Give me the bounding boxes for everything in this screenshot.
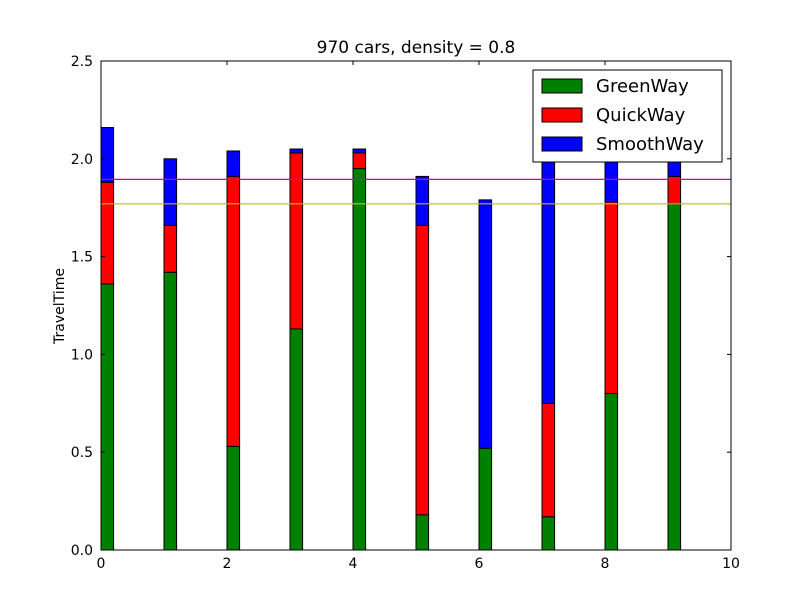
bar-smoothway-6 bbox=[478, 199, 493, 449]
y-tick-label-5: 2.5 bbox=[71, 54, 93, 70]
bar-quickway-9 bbox=[667, 175, 682, 205]
bar-smoothway-7 bbox=[541, 128, 556, 404]
bar-quickway-0 bbox=[100, 181, 115, 285]
y-axis-label: TravelTime bbox=[52, 268, 68, 345]
x-tick-label-2: 4 bbox=[349, 556, 358, 572]
bar-quickway-1 bbox=[163, 224, 178, 273]
chart-title: 970 cars, density = 0.8 bbox=[317, 38, 516, 58]
bar-smoothway-5 bbox=[415, 175, 430, 226]
bar-quickway-5 bbox=[415, 224, 430, 516]
bar-greenway-5 bbox=[415, 514, 430, 551]
bar-greenway-1 bbox=[163, 271, 178, 551]
x-tick-label-1: 2 bbox=[223, 556, 232, 572]
y-tick-label-0: 0.0 bbox=[71, 543, 93, 559]
bar-smoothway-2 bbox=[226, 150, 241, 177]
legend-label-smoothway: SmoothWay bbox=[596, 134, 704, 155]
legend-label-greenway: GreenWay bbox=[596, 76, 689, 97]
legend-label-quickway: QuickWay bbox=[596, 105, 686, 126]
bar-smoothway-3 bbox=[289, 148, 304, 154]
x-tick-label-3: 6 bbox=[475, 556, 484, 572]
bar-greenway-0 bbox=[100, 283, 115, 551]
bar-greenway-4 bbox=[352, 168, 367, 551]
bar-quickway-4 bbox=[352, 152, 367, 170]
bar-greenway-2 bbox=[226, 445, 241, 551]
bar-greenway-3 bbox=[289, 328, 304, 551]
legend-swatch-greenway bbox=[541, 78, 583, 94]
bar-greenway-6 bbox=[478, 447, 493, 551]
y-tick-label-3: 1.5 bbox=[71, 250, 93, 266]
axis-ticks: 0 2 4 6 8 10 0.0 0.5 1.0 1.5 2.0 2.5 bbox=[71, 54, 740, 572]
y-tick-label-2: 1.0 bbox=[71, 347, 93, 363]
bar-quickway-2 bbox=[226, 175, 241, 447]
bar-greenway-9 bbox=[667, 203, 682, 551]
y-tick-label-1: 0.5 bbox=[71, 445, 93, 461]
legend: GreenWay QuickWay SmoothWay bbox=[532, 69, 723, 163]
bar-greenway-8 bbox=[604, 393, 619, 551]
legend-swatch-quickway bbox=[541, 107, 583, 123]
bar-smoothway-0 bbox=[100, 127, 115, 183]
plot-frame bbox=[100, 60, 732, 551]
bar-smoothway-4 bbox=[352, 148, 367, 154]
x-tick-label-4: 8 bbox=[601, 556, 610, 572]
bar-quickway-8 bbox=[604, 201, 619, 395]
bar-greenway-7 bbox=[541, 516, 556, 551]
bar-quickway-7 bbox=[541, 402, 556, 518]
x-tick-label-5: 10 bbox=[722, 556, 740, 572]
x-tick-label-0: 0 bbox=[97, 556, 106, 572]
plot-area bbox=[100, 127, 731, 551]
y-tick-label-4: 2.0 bbox=[71, 152, 93, 168]
bar-smoothway-1 bbox=[163, 158, 178, 226]
legend-swatch-smoothway bbox=[541, 136, 583, 152]
